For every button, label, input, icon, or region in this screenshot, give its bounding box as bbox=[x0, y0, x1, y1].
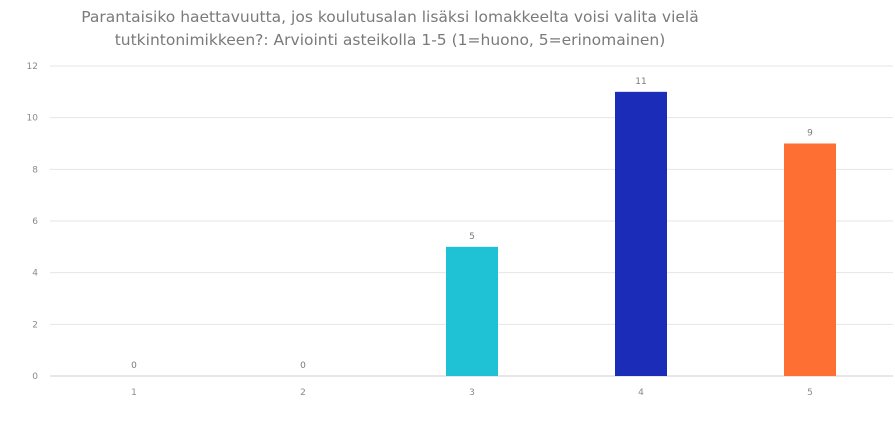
x-tick-label-1: 1 bbox=[131, 388, 137, 398]
data-label-4: 11 bbox=[635, 77, 646, 87]
y-tick-label-12: 12 bbox=[27, 62, 38, 72]
data-label-3: 5 bbox=[469, 232, 475, 242]
y-tick-label-4: 4 bbox=[32, 269, 38, 279]
data-label-5: 9 bbox=[807, 129, 813, 139]
chart-title: Parantaisiko haettavuutta, jos koulutusa… bbox=[20, 6, 760, 52]
y-tick-label-0: 0 bbox=[32, 372, 38, 382]
x-tick-label-3: 3 bbox=[469, 388, 475, 398]
y-tick-label-6: 6 bbox=[32, 217, 38, 227]
data-label-1: 0 bbox=[131, 361, 137, 371]
x-tick-label-2: 2 bbox=[300, 388, 306, 398]
x-tick-label-5: 5 bbox=[807, 388, 813, 398]
data-label-2: 0 bbox=[300, 361, 306, 371]
y-tick-label-8: 8 bbox=[32, 165, 38, 175]
y-tick-label-10: 10 bbox=[27, 114, 39, 124]
bar-4 bbox=[615, 91, 667, 376]
bar-5 bbox=[784, 143, 836, 376]
bar-3 bbox=[446, 246, 498, 376]
chart-title-line-2: tutkintonimikkeen?: Arviointi asteikolla… bbox=[114, 31, 666, 49]
y-tick-label-2: 2 bbox=[32, 320, 38, 330]
x-tick-label-4: 4 bbox=[638, 388, 644, 398]
chart-title-line-1: Parantaisiko haettavuutta, jos koulutusa… bbox=[81, 8, 699, 26]
